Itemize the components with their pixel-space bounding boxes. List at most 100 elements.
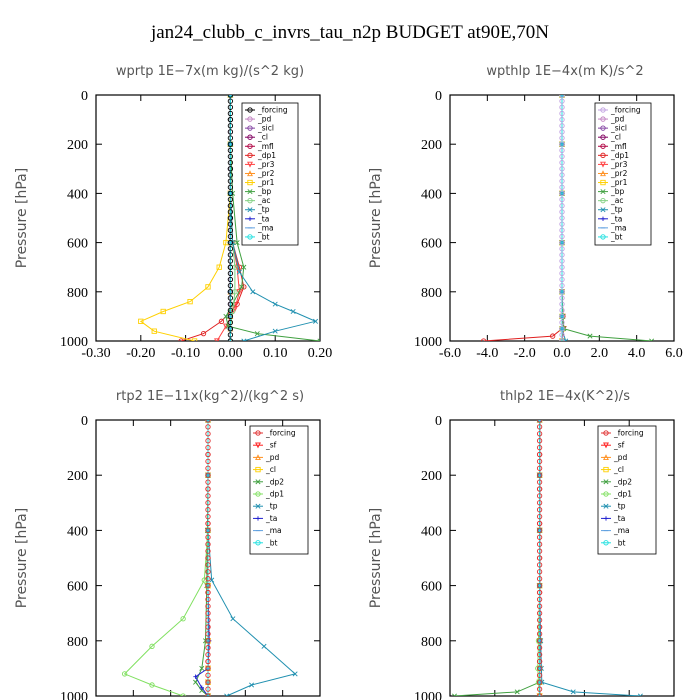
zero-profile-marker [205,658,211,665]
legend-marker [247,198,253,204]
y-tick-label: 0 [435,89,442,104]
x-tick-label: 0.20 [308,346,333,361]
legend-entry: _ta [610,214,622,223]
data-point [200,330,207,337]
zero-profile-marker [227,129,234,135]
zero-profile-marker [205,610,211,616]
zero-profile-marker [227,203,234,209]
legend-entry: _pr1 [610,178,628,187]
y-tick-label: 200 [421,469,442,484]
series-line-dp1 [123,420,209,696]
zero-profile-marker [536,569,543,575]
legend-entry: _pd [613,453,628,462]
series-line-pr1 [139,95,231,341]
zero-profile-marker [205,617,211,623]
zero-profile-marker [559,319,565,326]
legend-marker [603,516,609,521]
legend-marker [600,107,606,113]
zero-profile-marker [227,233,234,240]
data-point [313,318,319,324]
legend-marker [247,189,253,195]
zero-profile-marker [536,472,543,478]
zero-profile-marker [205,493,211,499]
data-point [241,264,247,270]
data-point [199,665,205,671]
series-area [451,420,643,696]
series-area [121,420,298,696]
x-tick-label: 0.10 [263,346,288,361]
data-point [236,289,243,296]
data-point [191,338,198,341]
legend-marker [255,540,261,546]
data-point [149,643,155,649]
y-axis-label: Pressure [hPa] [368,508,384,608]
zero-profile-marker [205,424,211,430]
zero-profile-marker [536,451,543,458]
legend-marker [600,161,606,168]
zero-profile-marker [559,239,565,246]
panel-title: thlp2 1E−4x(K^2)/s [500,389,630,404]
zero-profile-marker [227,252,234,258]
legend-entry: _bt [613,538,626,547]
legend-marker [255,430,261,436]
legend-entry: _ta [257,214,269,223]
zero-profile-marker [227,270,234,276]
zero-profile-marker [227,172,234,178]
legend-marker [600,125,606,131]
zero-profile-marker [559,129,565,135]
y-tick-label: 800 [421,635,442,650]
y-tick-label: 200 [67,138,88,153]
x-tick-label: -0.10 [171,346,200,361]
data-point [480,338,487,341]
data-point [193,679,199,685]
data-point [239,284,245,290]
legend-entry: _mfl [610,142,627,151]
legend-marker [600,207,606,213]
legend-marker [247,207,253,213]
legend-marker [255,491,261,497]
zero-profile-marker [559,338,565,341]
legend-entry: _ta [613,514,625,523]
data-point [292,671,298,677]
zero-profile-marker [559,141,565,147]
zero-profile-marker [227,282,234,289]
legend-marker [247,161,253,168]
legend-entry: _dp1 [257,151,276,160]
legend-marker [600,216,606,221]
zero-profile-marker [227,258,234,264]
legend-entry: _bp [610,187,625,196]
plot-frame [95,94,321,342]
data-point [178,338,184,341]
zero-profile-marker [559,301,565,307]
zero-profile-marker [205,679,211,685]
y-tick-label: 1000 [60,690,88,700]
zero-profile-marker [205,472,211,478]
zero-profile-marker [536,420,543,423]
data-point [180,693,186,696]
legend: _forcing_pd_sicl_cl_mfl_dp1_pr3_pr2_pr1_… [241,102,299,246]
y-tick-label: 800 [67,286,88,301]
zero-profile-marker [536,465,543,471]
data-point [193,674,198,679]
legend-marker [247,134,253,140]
zero-profile-marker [559,203,565,209]
data-point [317,338,320,341]
zero-profile-marker [205,686,211,692]
zero-profile-marker [227,221,234,227]
zero-profile-marker [205,672,211,678]
zero-profile-marker [205,527,211,534]
legend-entry: _cl [610,133,621,142]
data-point [290,308,296,314]
legend-entry: _ac [610,196,623,205]
data-point [151,328,157,334]
legend-entry: _bt [610,232,623,241]
zero-profile-marker [536,665,543,672]
zero-profile-marker [536,686,543,692]
zero-profile-marker [536,479,543,485]
zero-profile-marker [559,159,565,166]
legend-marker [603,466,609,473]
legend-entry: _cl [613,465,624,474]
legend-marker [255,442,261,449]
zero-profile-marker [536,424,543,430]
data-point [222,323,229,330]
